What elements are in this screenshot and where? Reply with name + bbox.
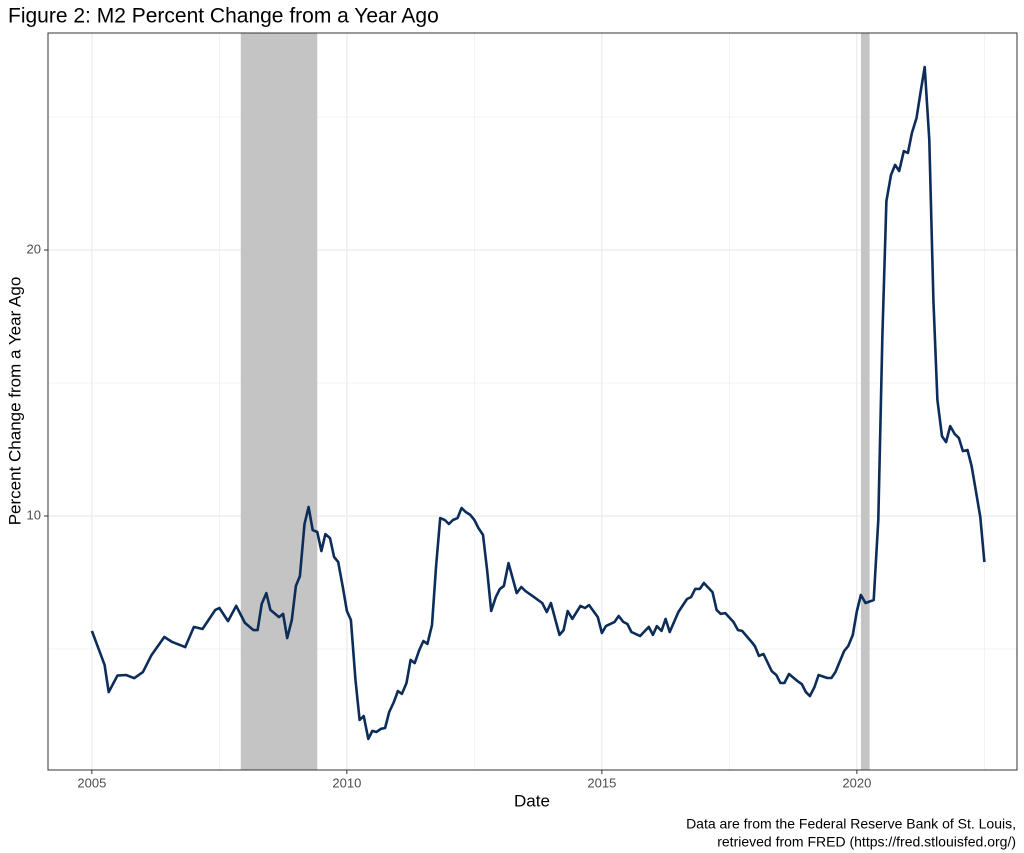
x-tick-label: 2015 xyxy=(587,775,616,790)
data-line xyxy=(90,65,986,741)
caption: Data are from the Federal Reserve Bank o… xyxy=(686,816,1016,832)
recession-band xyxy=(240,33,318,770)
caption: retrieved from FRED (https://fred.stloui… xyxy=(717,834,1016,850)
x-tick-label: 2010 xyxy=(332,775,361,790)
chart-title: Figure 2: M2 Percent Change from a Year … xyxy=(8,5,439,28)
recession-band xyxy=(860,33,870,770)
x-tick-label: 2005 xyxy=(77,775,106,790)
y-tick-label: 10 xyxy=(27,507,41,522)
x-axis-label: Date xyxy=(514,791,550,810)
y-axis-label: Percent Change from a Year Ago xyxy=(5,277,24,526)
y-tick-label: 20 xyxy=(27,241,41,256)
x-tick-label: 2020 xyxy=(842,775,871,790)
panel-border xyxy=(47,32,1018,771)
